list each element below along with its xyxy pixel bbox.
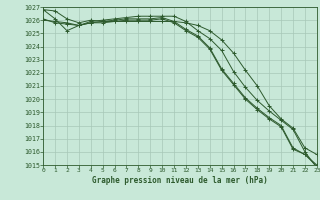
X-axis label: Graphe pression niveau de la mer (hPa): Graphe pression niveau de la mer (hPa) [92, 176, 268, 185]
